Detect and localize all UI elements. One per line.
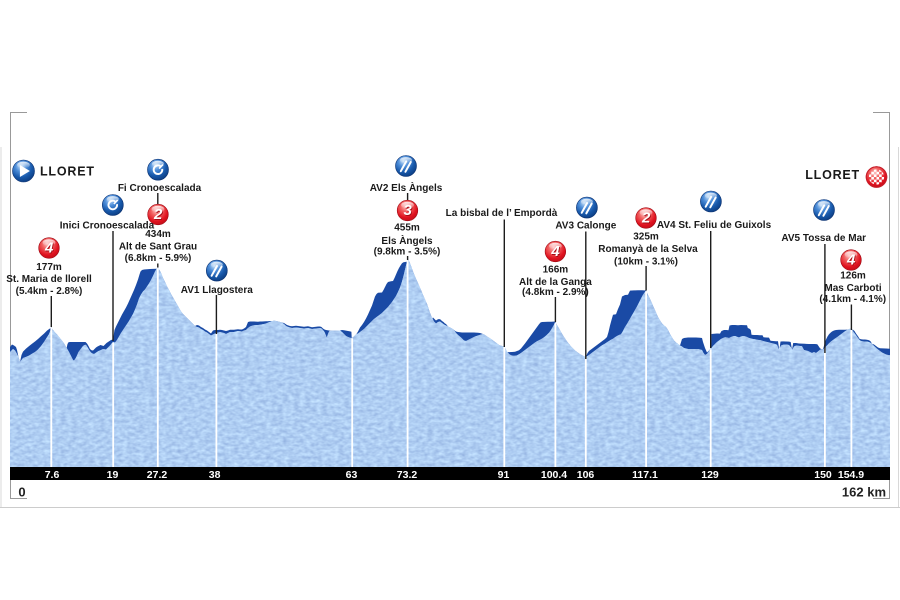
svg-text:325m: 325m bbox=[633, 232, 659, 243]
svg-text:Fi Cronoescalada: Fi Cronoescalada bbox=[118, 183, 202, 194]
svg-text:3: 3 bbox=[403, 202, 412, 219]
svg-text:117.1: 117.1 bbox=[632, 469, 658, 481]
svg-text:177m: 177m bbox=[36, 262, 62, 273]
svg-text:2: 2 bbox=[642, 210, 652, 227]
svg-text:106: 106 bbox=[577, 469, 595, 481]
svg-text:3: 3 bbox=[404, 203, 413, 220]
svg-text:2: 2 bbox=[641, 210, 651, 227]
svg-text:(5.4km - 2.8%): (5.4km - 2.8%) bbox=[16, 286, 83, 297]
svg-text:LLORET: LLORET bbox=[40, 165, 95, 179]
svg-text:4: 4 bbox=[550, 243, 560, 260]
svg-text:4: 4 bbox=[847, 252, 857, 269]
svg-text:AV3 Calonge: AV3 Calonge bbox=[555, 221, 616, 232]
svg-text:4: 4 bbox=[846, 252, 856, 269]
svg-text:455m: 455m bbox=[394, 223, 420, 234]
svg-text:(4.8km - 2.9%): (4.8km - 2.9%) bbox=[522, 287, 589, 298]
svg-text:(10km - 3.1%): (10km - 3.1%) bbox=[614, 257, 678, 268]
svg-text:150: 150 bbox=[814, 469, 832, 481]
svg-text:2: 2 bbox=[154, 207, 164, 224]
svg-text:162 km: 162 km bbox=[842, 485, 886, 500]
svg-text:Alt de Sant Grau: Alt de Sant Grau bbox=[119, 242, 197, 253]
svg-text:27.2: 27.2 bbox=[147, 469, 168, 481]
svg-text:Alt de la Ganga: Alt de la Ganga bbox=[519, 277, 592, 288]
svg-text:166m: 166m bbox=[543, 265, 569, 276]
svg-text:AV1 Llagostera: AV1 Llagostera bbox=[181, 285, 253, 296]
svg-text:La bisbal de l’ Empordà: La bisbal de l’ Empordà bbox=[446, 208, 558, 219]
svg-text:Els Àngels: Els Àngels bbox=[381, 234, 433, 247]
svg-text:91: 91 bbox=[498, 469, 510, 481]
svg-text:154.9: 154.9 bbox=[838, 469, 864, 481]
svg-text:7.6: 7.6 bbox=[45, 469, 60, 481]
svg-text:434m: 434m bbox=[145, 229, 171, 240]
svg-text:Romanyà de la Selva: Romanyà de la Selva bbox=[598, 244, 698, 255]
svg-text:LLORET: LLORET bbox=[805, 168, 860, 182]
svg-text:100.4: 100.4 bbox=[541, 469, 567, 481]
svg-text:129: 129 bbox=[701, 469, 719, 481]
svg-text:19: 19 bbox=[107, 469, 119, 481]
svg-text:4: 4 bbox=[551, 244, 561, 261]
svg-text:St. Maria de llorell: St. Maria de llorell bbox=[6, 274, 92, 285]
svg-text:2: 2 bbox=[153, 206, 163, 223]
svg-text:38: 38 bbox=[209, 469, 221, 481]
svg-text:Inici Cronoescalada: Inici Cronoescalada bbox=[60, 221, 155, 232]
svg-text:73.2: 73.2 bbox=[397, 469, 418, 481]
svg-text:AV5 Tossa de Mar: AV5 Tossa de Mar bbox=[781, 233, 866, 244]
svg-text:4: 4 bbox=[44, 240, 54, 257]
svg-text:0: 0 bbox=[18, 485, 25, 500]
svg-text:126m: 126m bbox=[840, 271, 866, 282]
svg-text:AV2 Els Àngels: AV2 Els Àngels bbox=[370, 181, 443, 194]
svg-text:(9.8km - 3.5%): (9.8km - 3.5%) bbox=[374, 247, 441, 258]
svg-text:(6.8km - 5.9%): (6.8km - 5.9%) bbox=[125, 253, 192, 264]
svg-text:(4.1km - 4.1%): (4.1km - 4.1%) bbox=[819, 294, 886, 305]
svg-text:Mas Carboti: Mas Carboti bbox=[824, 283, 881, 294]
svg-text:4: 4 bbox=[45, 240, 55, 257]
svg-text:AV4 St. Feliu de Guixols: AV4 St. Feliu de Guixols bbox=[657, 220, 772, 231]
svg-text:63: 63 bbox=[346, 469, 358, 481]
